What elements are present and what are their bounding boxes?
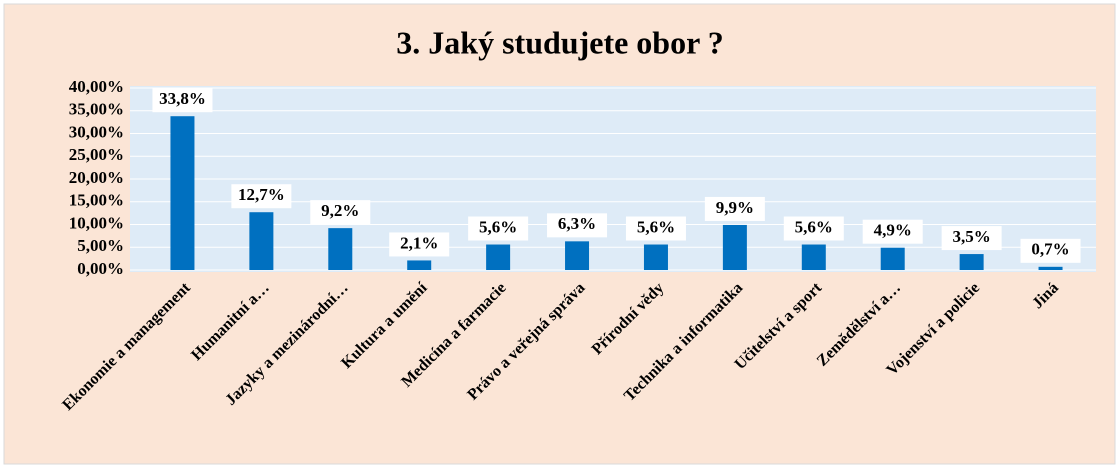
- bar: [486, 244, 511, 270]
- value-label-box: [625, 216, 686, 241]
- value-label-box: [862, 219, 923, 244]
- y-tick-label: 10,00%: [69, 213, 124, 232]
- value-label: 12,7%: [238, 185, 285, 204]
- value-label: 5,6%: [479, 217, 517, 236]
- y-tick-label: 35,00%: [69, 100, 124, 119]
- y-tick-label: 15,00%: [69, 191, 124, 210]
- bar: [722, 224, 747, 270]
- value-label: 4,9%: [874, 221, 912, 240]
- bar: [328, 228, 353, 270]
- y-tick-label: 40,00%: [69, 77, 124, 96]
- value-label-box: [1020, 238, 1081, 263]
- y-tick-label: 25,00%: [69, 145, 124, 164]
- y-tick-label: 30,00%: [69, 122, 124, 141]
- y-tick-label: 20,00%: [69, 168, 124, 187]
- bar: [880, 247, 905, 270]
- value-label: 3,5%: [953, 227, 991, 246]
- value-label: 0,7%: [1031, 240, 1069, 259]
- value-label: 9,2%: [321, 201, 359, 220]
- value-label: 5,6%: [637, 217, 675, 236]
- value-label-box: [547, 213, 608, 238]
- value-label-box: [389, 232, 450, 257]
- bar: [170, 116, 195, 271]
- value-label-box: [704, 196, 765, 221]
- value-label-box: [941, 226, 1002, 251]
- bar: [407, 260, 432, 270]
- bar: [565, 241, 590, 270]
- value-label-box: [310, 200, 371, 225]
- bar: [643, 244, 668, 270]
- bar: [801, 244, 826, 270]
- value-label: 6,3%: [558, 214, 596, 233]
- y-tick-label: 0,00%: [77, 259, 124, 278]
- value-label-box: [468, 216, 529, 241]
- bar: [249, 212, 274, 270]
- value-label: 33,8%: [159, 89, 206, 108]
- value-label: 5,6%: [795, 217, 833, 236]
- value-label-box: [783, 216, 844, 241]
- value-label: 9,9%: [716, 198, 754, 217]
- bar: [959, 254, 984, 270]
- value-label: 2,1%: [400, 233, 438, 252]
- chart-title: 3. Jaký studujete obor ?: [396, 24, 723, 60]
- bar: [1038, 266, 1063, 270]
- value-label-box: [231, 184, 292, 209]
- value-label-box: [152, 88, 213, 113]
- y-tick-label: 5,00%: [77, 236, 124, 255]
